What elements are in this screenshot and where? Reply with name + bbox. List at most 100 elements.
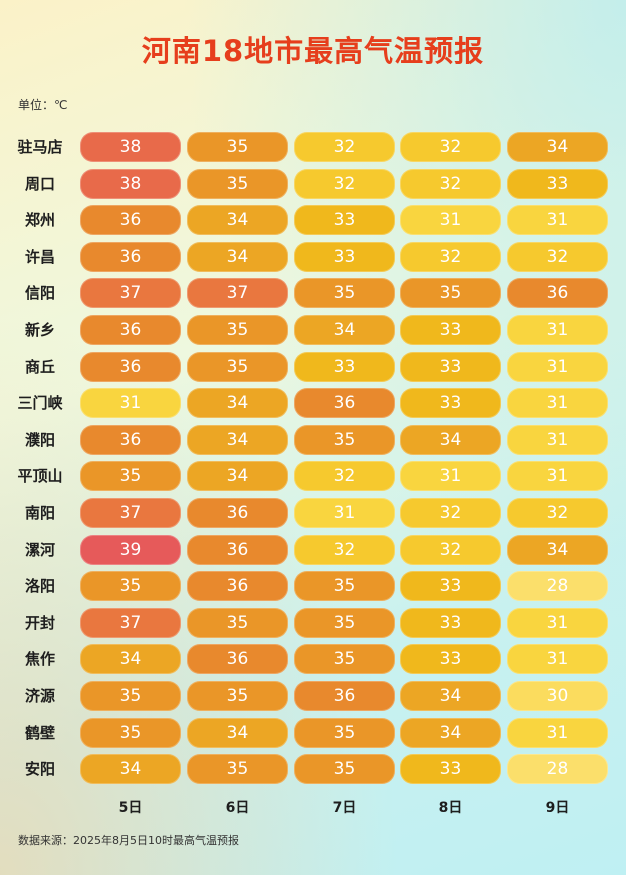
row-label: 新乡: [24, 321, 55, 339]
temperature-cell: 33: [294, 205, 395, 235]
column-label: 5日: [118, 800, 143, 816]
temperature-cell: 35: [80, 571, 181, 601]
temperature-cell: 39: [80, 535, 181, 565]
temperature-cell: 35: [294, 608, 395, 638]
row-label: 郑州: [24, 211, 55, 229]
temperature-cell: 32: [294, 132, 395, 162]
row-label: 驻马店: [17, 138, 63, 156]
temperature-cell: 36: [294, 681, 395, 711]
temperature-cell: 34: [400, 718, 501, 748]
temperature-cell: 34: [187, 461, 288, 491]
temperature-cell: 35: [187, 608, 288, 638]
temperature-cell: 31: [507, 644, 608, 674]
temperature-cell: 35: [400, 278, 501, 308]
temperature-cell: 34: [187, 718, 288, 748]
row-label: 信阳: [24, 284, 55, 302]
temperature-cell: 36: [294, 388, 395, 418]
temperature-cell: 32: [400, 132, 501, 162]
row-label: 三门峡: [17, 394, 63, 412]
temperature-cell: 28: [507, 754, 608, 784]
temperature-cell: 31: [507, 718, 608, 748]
temperature-cell: 31: [507, 315, 608, 345]
temperature-cell: 34: [187, 205, 288, 235]
temperature-cell: 33: [400, 352, 501, 382]
temperature-cell: 36: [187, 535, 288, 565]
temperature-cell: 33: [400, 754, 501, 784]
temperature-cell: 34: [187, 242, 288, 272]
page-title: 河南18地市最高气温预报: [141, 34, 485, 68]
temperature-cell: 33: [294, 242, 395, 272]
temperature-cell: 32: [507, 242, 608, 272]
temperature-cell: 37: [187, 278, 288, 308]
temperature-cell: 35: [294, 718, 395, 748]
row-label: 济源: [24, 687, 55, 705]
temperature-cell: 36: [80, 315, 181, 345]
temperature-cell: 36: [80, 352, 181, 382]
temperature-cell: 36: [187, 498, 288, 528]
temperature-cell: 32: [400, 498, 501, 528]
row-label: 洛阳: [24, 577, 55, 595]
temperature-cell: 30: [507, 681, 608, 711]
temperature-cell: 34: [80, 754, 181, 784]
row-label: 焦作: [24, 650, 55, 668]
temperature-cell: 34: [294, 315, 395, 345]
temperature-cell: 33: [400, 388, 501, 418]
temperature-cell: 35: [187, 681, 288, 711]
temperature-cell: 38: [80, 132, 181, 162]
temperature-cell: 33: [400, 315, 501, 345]
temperature-cell: 31: [507, 388, 608, 418]
column-label: 6日: [225, 800, 250, 816]
temperature-cell: 31: [507, 461, 608, 491]
row-label: 周口: [24, 175, 55, 193]
temperature-cell: 34: [400, 425, 501, 455]
temperature-cell: 36: [80, 425, 181, 455]
temperature-cell: 38: [80, 169, 181, 199]
temperature-cell: 28: [507, 571, 608, 601]
temperature-cell: 31: [400, 205, 501, 235]
temperature-cell: 34: [507, 535, 608, 565]
temperature-cell: 31: [507, 608, 608, 638]
temperature-cell: 34: [187, 425, 288, 455]
temperature-cell: 35: [80, 681, 181, 711]
temperature-cell: 33: [294, 352, 395, 382]
temperature-cell: 34: [400, 681, 501, 711]
temperature-cell: 34: [80, 644, 181, 674]
temperature-cell: 35: [187, 315, 288, 345]
temperature-cell: 32: [294, 169, 395, 199]
temperature-cell: 32: [507, 498, 608, 528]
data-source: 数据来源：2025年8月5日10时最高气温预报: [18, 834, 239, 847]
temperature-cell: 33: [400, 644, 501, 674]
temperature-cell: 31: [400, 461, 501, 491]
temperature-cell: 31: [80, 388, 181, 418]
temperature-cell: 36: [80, 205, 181, 235]
row-label: 许昌: [24, 248, 55, 266]
row-label: 漯河: [24, 541, 55, 559]
temperature-cell: 37: [80, 608, 181, 638]
temperature-cell: 35: [294, 278, 395, 308]
temperature-cell: 36: [80, 242, 181, 272]
temperature-cell: 31: [507, 425, 608, 455]
temperature-cell: 37: [80, 278, 181, 308]
row-label: 商丘: [24, 358, 55, 376]
temperature-cell: 32: [294, 535, 395, 565]
column-label: 8日: [438, 800, 463, 816]
temperature-cell: 35: [187, 169, 288, 199]
temperature-cell: 32: [400, 535, 501, 565]
column-label: 9日: [545, 800, 570, 816]
temperature-cell: 35: [294, 644, 395, 674]
temperature-cell: 35: [294, 754, 395, 784]
temperature-cell: 31: [507, 352, 608, 382]
temperature-cell: 36: [187, 644, 288, 674]
temperature-cell: 35: [294, 425, 395, 455]
temperature-cell: 34: [507, 132, 608, 162]
temperature-cell: 35: [187, 754, 288, 784]
temperature-cell: 36: [187, 571, 288, 601]
temperature-cell: 37: [80, 498, 181, 528]
temperature-cell: 32: [294, 461, 395, 491]
temperature-cell: 35: [80, 718, 181, 748]
temperature-cell: 33: [400, 571, 501, 601]
temperature-cell: 34: [187, 388, 288, 418]
row-label: 鹤壁: [24, 724, 55, 742]
row-label: 平顶山: [17, 467, 63, 485]
temperature-cell: 36: [507, 278, 608, 308]
